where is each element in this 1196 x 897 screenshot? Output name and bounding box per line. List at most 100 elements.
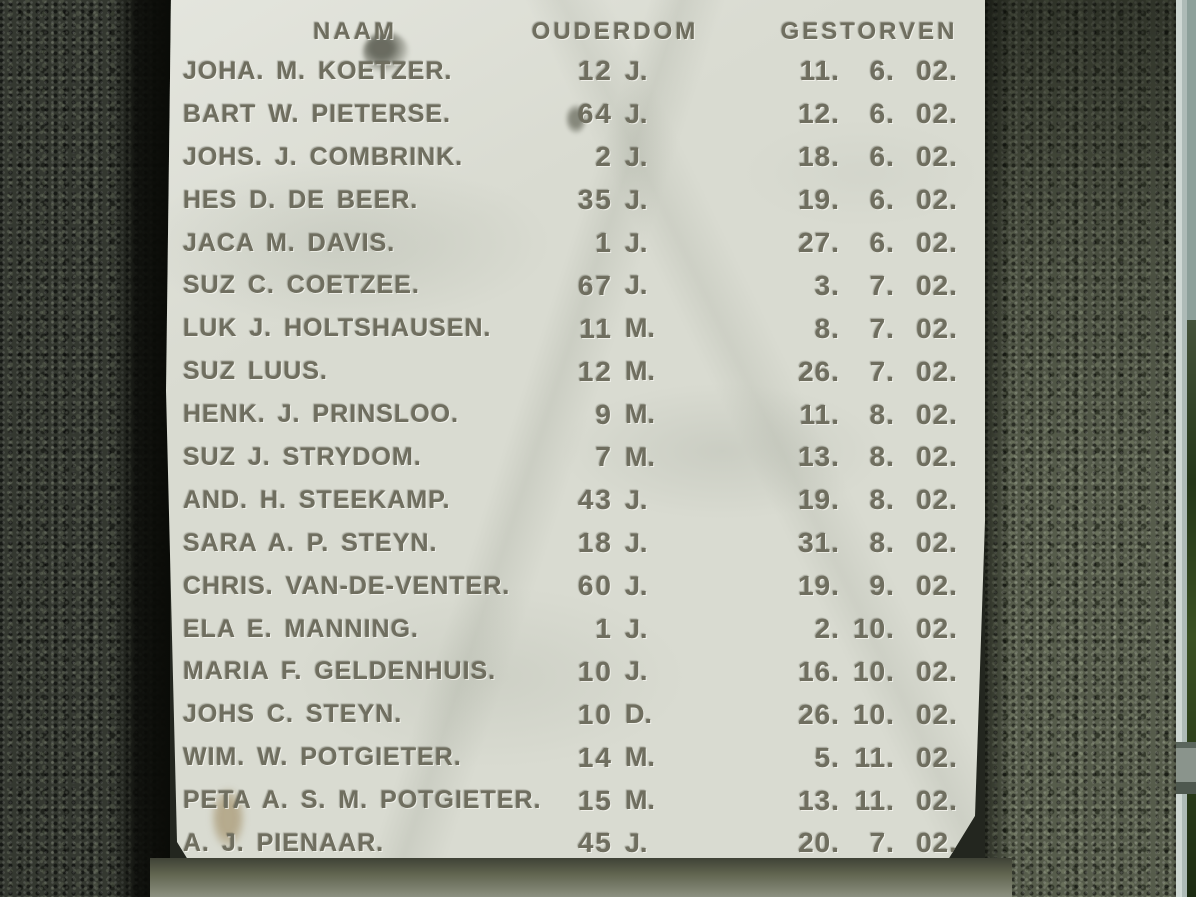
granite-pillar-left: [0, 0, 170, 897]
age-unit: J.: [625, 613, 648, 644]
death-year: 02.: [916, 784, 958, 816]
death-month: 6.: [869, 98, 895, 130]
age-value: 2: [595, 141, 613, 173]
memorial-table: JOHA. M. KOETZER. 12 J. 11. 6. 02. BART …: [163, 50, 985, 865]
age-value: 64: [577, 98, 613, 130]
death-day: 26.: [798, 698, 840, 730]
age-value: 9: [595, 398, 613, 430]
age-unit: J.: [625, 270, 648, 301]
marble-plaque: NAAM OUDERDOM GESTORVEN JOHA. M. KOETZER…: [163, 0, 985, 868]
memorial-row: PETA A. S. M. POTGIETER. 15 M. 13. 11. 0…: [163, 779, 985, 822]
death-month: 7.: [869, 827, 895, 859]
person-name: AND. H. STEEKAMP.: [183, 485, 451, 514]
person-name: HENK. J. PRINSLOO.: [183, 400, 460, 429]
memorial-row: CHRIS. VAN-DE-VENTER. 60 J. 19. 9. 02.: [163, 565, 985, 608]
age-unit: M.: [625, 785, 655, 816]
column-header-gestorven: GESTORVEN: [780, 18, 958, 45]
age-unit: J.: [625, 55, 648, 86]
background-fence-bar: [1176, 742, 1196, 794]
memorial-row: SUZ LUUS. 12 M. 26. 7. 02.: [163, 350, 985, 393]
age-value: 10: [577, 698, 613, 730]
death-year: 02.: [916, 312, 958, 344]
age-unit: J.: [625, 184, 648, 215]
death-year: 02.: [916, 269, 958, 301]
death-day: 11.: [799, 55, 840, 87]
memorial-row: SARA A. P. STEYN. 18 J. 31. 8. 02.: [163, 522, 985, 565]
death-day: 8.: [814, 312, 840, 344]
age-value: 1: [595, 613, 613, 645]
age-value: 45: [577, 827, 613, 859]
age-unit: J.: [625, 570, 648, 601]
person-name: HES D. DE BEER.: [183, 185, 419, 214]
death-month: 8.: [869, 527, 895, 559]
death-day: 19.: [798, 570, 840, 602]
table-header: NAAM OUDERDOM GESTORVEN: [163, 18, 985, 54]
death-day: 2.: [814, 613, 840, 645]
plaque-bottom-stone-edge: [150, 858, 1012, 897]
death-year: 02.: [916, 570, 958, 602]
person-name: A. J. PIENAAR.: [183, 828, 385, 857]
person-name: SUZ LUUS.: [183, 357, 328, 386]
memorial-row: JOHA. M. KOETZER. 12 J. 11. 6. 02.: [163, 50, 985, 93]
memorial-row: AND. H. STEEKAMP. 43 J. 19. 8. 02.: [163, 479, 985, 522]
death-day: 5.: [814, 741, 840, 773]
death-month: 8.: [869, 441, 895, 473]
death-day: 26.: [798, 355, 840, 387]
memorial-row: JOHS. J. COMBRINK. 2 J. 18. 6. 02.: [163, 136, 985, 179]
death-year: 02.: [916, 441, 958, 473]
death-day: 27.: [798, 227, 840, 258]
memorial-row: WIM. W. POTGIETER. 14 M. 5. 11. 02.: [163, 736, 985, 779]
death-month: 9.: [869, 570, 895, 602]
person-name: BART W. PIETERSE.: [183, 99, 452, 128]
death-day: 13.: [798, 784, 840, 816]
age-value: 14: [577, 741, 613, 773]
memorial-row: HES D. DE BEER. 35 J. 19. 6. 02.: [163, 179, 985, 222]
death-year: 02.: [916, 827, 958, 859]
age-value: 15: [577, 784, 613, 816]
age-unit: M.: [625, 313, 655, 344]
granite-pillar-right: [985, 0, 1178, 897]
death-month: 7.: [869, 269, 895, 301]
person-name: WIM. W. POTGIETER.: [183, 743, 462, 772]
age-unit: J.: [625, 656, 648, 687]
person-name: JOHS C. STEYN.: [183, 700, 403, 729]
death-month: 6.: [869, 184, 895, 216]
death-year: 02.: [916, 484, 958, 516]
memorial-row: ELA E. MANNING. 1 J. 2. 10. 02.: [163, 608, 985, 651]
age-value: 12: [577, 355, 613, 387]
memorial-row: HENK. J. PRINSLOO. 9 M. 11. 8. 02.: [163, 393, 985, 436]
age-value: 60: [577, 570, 613, 602]
death-day: 19.: [798, 184, 840, 216]
age-value: 67: [577, 269, 613, 301]
death-year: 02.: [916, 613, 958, 645]
background-vegetation: [1187, 320, 1196, 897]
memorial-row: BART W. PIETERSE. 64 J. 12. 6. 02.: [163, 93, 985, 136]
death-year: 02.: [916, 527, 958, 559]
death-day: 13.: [798, 441, 840, 473]
death-month: 10.: [853, 698, 895, 730]
death-month: 6.: [869, 227, 895, 258]
age-value: 35: [577, 184, 613, 216]
death-day: 19.: [798, 484, 840, 516]
death-day: 16.: [798, 655, 840, 687]
person-name: ELA E. MANNING.: [183, 614, 419, 643]
death-day: 3.: [814, 269, 840, 301]
death-year: 02.: [916, 355, 958, 387]
death-day: 20.: [798, 827, 840, 859]
age-value: 1: [595, 227, 613, 258]
age-unit: J.: [625, 98, 648, 129]
age-value: 18: [577, 527, 613, 559]
death-year: 02.: [916, 98, 958, 130]
death-month: 11.: [854, 784, 895, 816]
memorial-row: JOHS C. STEYN. 10 D. 26. 10. 02.: [163, 693, 985, 736]
memorial-row: SUZ C. COETZEE. 67 J. 3. 7. 02.: [163, 264, 985, 307]
person-name: LUK J. HOLTSHAUSEN.: [183, 314, 492, 343]
person-name: JOHS. J. COMBRINK.: [183, 142, 464, 171]
death-day: 12.: [798, 98, 840, 130]
person-name: SUZ C. COETZEE.: [183, 271, 420, 300]
age-value: 7: [595, 441, 613, 473]
person-name: JACA M. DAVIS.: [183, 228, 396, 257]
memorial-row: SUZ J. STRYDOM. 7 M. 13. 8. 02.: [163, 436, 985, 479]
death-month: 6.: [869, 141, 895, 173]
memorial-row: MARIA F. GELDENHUIS. 10 J. 16. 10. 02.: [163, 650, 985, 693]
